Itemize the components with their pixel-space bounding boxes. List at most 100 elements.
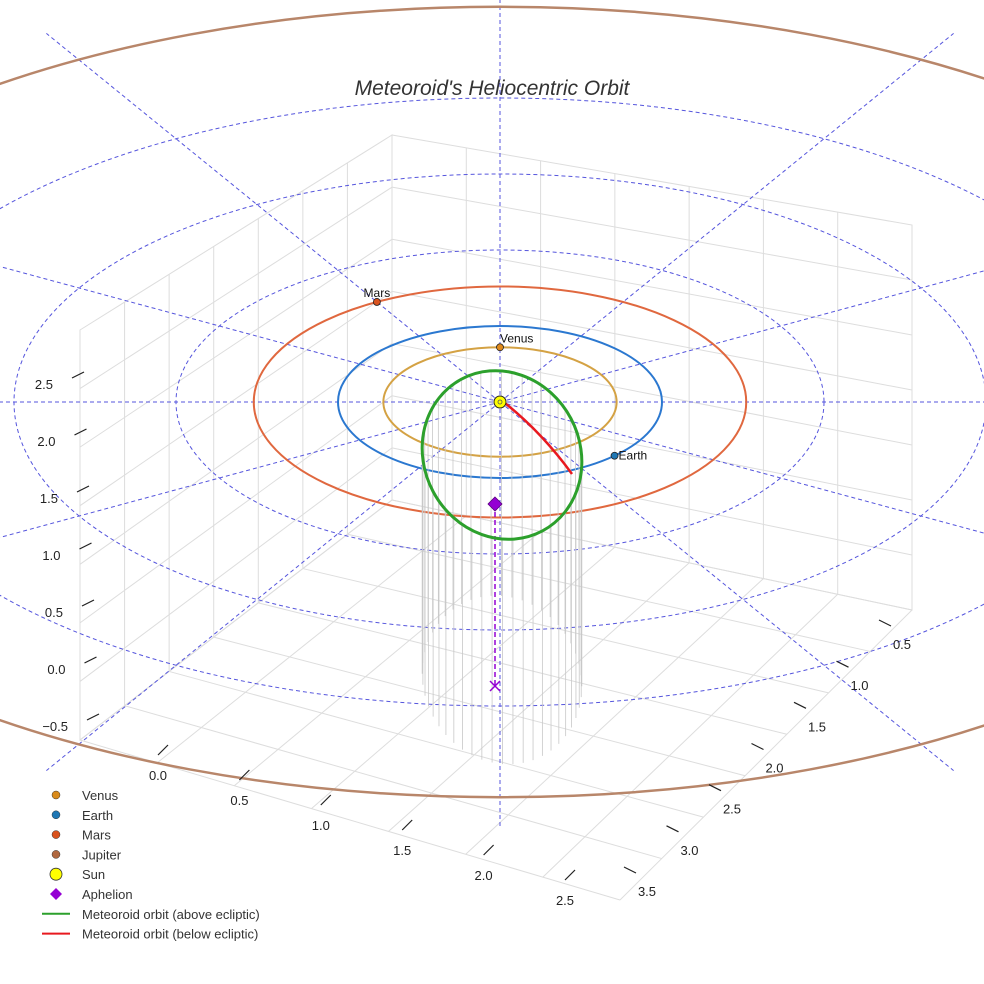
y-axis-tick <box>836 660 849 668</box>
x-axis-tick-label: 0.5 <box>230 793 248 808</box>
aphelion-ecliptic-cross <box>489 680 501 692</box>
x-axis-tick <box>401 819 413 831</box>
meteoroid-orbit-above <box>420 369 584 541</box>
y-axis-tick-label: 3.5 <box>638 884 656 899</box>
pane-gridline <box>79 447 393 682</box>
legend: Venus Earth Mars Jupiter Sun Aphelion Meteoroi… <box>42 788 260 942</box>
pane-gridline <box>391 343 913 446</box>
z-axis-tick-label: 2.5 <box>35 377 53 392</box>
x-axis-tick-label: 0.0 <box>149 768 167 783</box>
x-axis-tick <box>157 744 169 756</box>
planet-markers: Venus Earth Mars <box>364 286 648 692</box>
floor-gridline <box>465 578 764 855</box>
pane-gridline <box>79 238 393 448</box>
x-axis-tick <box>238 769 250 781</box>
pane-gridline <box>79 343 393 565</box>
z-axis-tick <box>81 599 95 607</box>
jupiter-orbit <box>0 5 984 799</box>
floor-gridline <box>542 593 839 878</box>
pane-gridline <box>79 395 393 624</box>
z-axis-tick-label: −0.5 <box>42 719 68 734</box>
legend-label: Earth <box>82 808 113 823</box>
z-axis-tick <box>84 656 97 664</box>
axis-ticks: −0.5 0.0 0.5 1.0 1.5 2.0 2.5 0.0 0.5 1.0 1.5 2.0 2.5… <box>35 371 911 908</box>
mars-orbit <box>252 285 748 519</box>
pane-gridline <box>391 290 913 391</box>
pane-gridline <box>391 238 913 336</box>
z-axis-tick <box>76 485 90 493</box>
y-axis-tick <box>793 701 807 709</box>
x-axis-tick-label: 1.0 <box>312 818 330 833</box>
meteoroid-orbit-group <box>420 369 584 765</box>
pane-gridline <box>391 395 913 501</box>
planet-label-venus: Venus <box>500 331 533 345</box>
y-axis-tick-label: 0.5 <box>893 637 911 652</box>
legend-marker-jupiter <box>51 850 61 859</box>
planet-marker-venus <box>496 343 504 352</box>
chart-title: Meteoroid's Heliocentric Orbit <box>355 77 631 100</box>
legend-marker-venus <box>51 790 61 800</box>
legend-label: Venus <box>82 788 119 803</box>
aphelion-marker <box>487 496 503 512</box>
z-axis-tick-label: 2.0 <box>37 434 55 449</box>
planet-orbits <box>0 5 984 799</box>
legend-marker-sun <box>49 867 63 881</box>
planet-marker-earth <box>610 451 619 460</box>
planet-label-earth: Earth <box>619 449 648 463</box>
z-axis-tick-label: 1.5 <box>40 491 58 506</box>
z-axis-tick-label: 1.0 <box>42 548 60 563</box>
y-axis-tick-label: 2.5 <box>723 802 741 817</box>
pane-gridlines <box>79 147 913 706</box>
reference-grid <box>0 0 984 828</box>
floor-gridline <box>619 609 913 901</box>
y-axis-tick-label: 1.5 <box>808 719 826 734</box>
reference-radial-line <box>499 401 984 534</box>
meteoroid-orbit-below <box>500 399 574 475</box>
floor-gridline <box>79 499 393 741</box>
planet-marker-mars <box>372 298 381 306</box>
x-axis-tick-label: 2.5 <box>556 893 574 908</box>
planet-label-mars: Mars <box>364 286 391 300</box>
sun-center <box>497 399 503 405</box>
floor-gridline <box>391 499 913 611</box>
z-axis-tick-label: 0.5 <box>45 605 63 620</box>
x-axis-tick <box>483 844 495 856</box>
floor-gridline <box>156 515 467 764</box>
reference-radial-line <box>0 266 501 403</box>
x-axis-tick-label: 2.0 <box>475 868 493 883</box>
floor-gridline <box>311 546 616 809</box>
z-axis-tick-label: 0.0 <box>47 662 65 677</box>
z-axis-tick <box>79 542 92 550</box>
earth-orbit <box>337 325 663 479</box>
y-axis-tick <box>751 742 764 751</box>
z-axis-tick <box>71 371 85 379</box>
pane-gridline <box>391 447 913 556</box>
y-axis-tick <box>708 784 722 792</box>
sun-marker <box>493 395 507 409</box>
floor-gridline <box>233 531 541 787</box>
pane-gridline <box>79 291 393 507</box>
legend-marker-earth <box>51 810 61 820</box>
legend-label: Sun <box>82 867 105 882</box>
x-axis-tick-label: 1.5 <box>393 843 411 858</box>
z-axis-tick <box>86 713 100 721</box>
floor-gridline <box>258 602 787 735</box>
floor-gridline <box>124 705 662 860</box>
legend-label: Meteoroid orbit (above ecliptic) <box>82 907 260 922</box>
pane-gridline <box>79 186 393 389</box>
x-axis-tick <box>564 869 576 881</box>
y-axis-tick-label: 1.0 <box>850 678 868 693</box>
z-axis-tick <box>74 428 87 436</box>
legend-label: Jupiter <box>82 847 122 862</box>
y-axis-tick <box>666 825 679 833</box>
legend-label: Meteoroid orbit (below ecliptic) <box>82 927 258 942</box>
reference-radial-line <box>0 401 501 538</box>
y-axis-tick <box>878 619 892 627</box>
pane-gridline <box>391 186 913 281</box>
y-axis-tick-label: 3.0 <box>680 843 698 858</box>
legend-marker-aphelion <box>50 888 62 900</box>
legend-label: Aphelion <box>82 887 133 902</box>
reference-radial-line <box>499 270 984 403</box>
legend-marker-mars <box>51 830 61 839</box>
